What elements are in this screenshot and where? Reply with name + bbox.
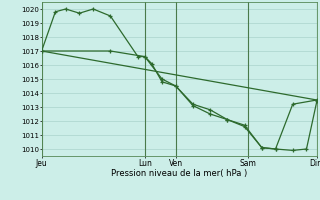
X-axis label: Pression niveau de la mer( hPa ): Pression niveau de la mer( hPa ) — [111, 169, 247, 178]
